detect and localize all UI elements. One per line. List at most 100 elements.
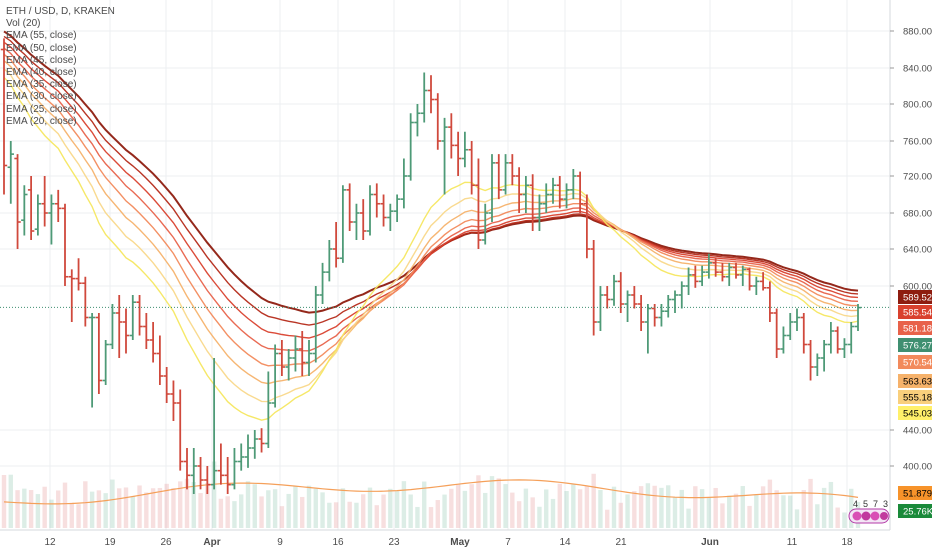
volume-bar bbox=[76, 504, 81, 528]
time-tick-label: 12 bbox=[44, 537, 56, 548]
volume-bar bbox=[618, 502, 623, 528]
volume-bar bbox=[760, 486, 766, 528]
volume-bar bbox=[713, 487, 718, 528]
volume-bar bbox=[218, 498, 224, 528]
volume-bar bbox=[245, 481, 251, 528]
price-label-box bbox=[898, 406, 932, 420]
price-tick-label: 800.00 bbox=[903, 100, 932, 111]
legend-ema-35[interactable]: EMA (35, close) bbox=[6, 79, 77, 91]
legend-vol[interactable]: Vol (20) bbox=[6, 18, 41, 30]
volume-bar bbox=[788, 495, 793, 528]
volume-bar bbox=[8, 474, 13, 528]
volume-bar bbox=[516, 501, 522, 528]
volume-ma-line bbox=[3, 479, 859, 505]
price-label-text: 576.27 bbox=[903, 341, 932, 352]
volume-bar bbox=[96, 490, 102, 528]
volume-bar bbox=[591, 473, 596, 528]
price-tick-label: 680.00 bbox=[903, 209, 932, 220]
chart-title[interactable]: ETH / USD, D, KRAKEN bbox=[6, 6, 115, 17]
price-label-box bbox=[898, 305, 932, 319]
volume-bar bbox=[103, 493, 108, 528]
rainbow-badge[interactable]: 4 5 7 3 bbox=[847, 499, 891, 527]
volume-bar bbox=[815, 504, 820, 528]
volume-bar bbox=[727, 495, 732, 528]
volume-bar bbox=[828, 481, 834, 528]
time-axis[interactable]: 12 19 26 Apr 9 16 23 May 7 14 21 Jun 11 18 bbox=[0, 529, 890, 548]
legend-ema-30[interactable]: EMA (30, close) bbox=[6, 91, 77, 103]
volume-bar bbox=[422, 481, 427, 528]
legend-ema-55[interactable]: EMA (55, close) bbox=[6, 30, 77, 42]
volume-bar bbox=[361, 494, 366, 528]
volume-bar bbox=[225, 496, 230, 528]
volume-bar bbox=[699, 489, 705, 528]
price-label-box bbox=[898, 290, 932, 304]
volume-bar bbox=[266, 490, 271, 528]
volume-bar bbox=[706, 497, 712, 528]
volume-bar bbox=[381, 494, 386, 528]
volume-bar bbox=[110, 479, 115, 528]
volume-bar bbox=[347, 501, 352, 528]
volume-bar bbox=[286, 493, 291, 528]
volume-bar bbox=[272, 489, 278, 528]
price-tick-label: 600.00 bbox=[903, 282, 932, 293]
volume-bar bbox=[544, 489, 549, 528]
volume-bar bbox=[686, 508, 691, 528]
volume-bar bbox=[35, 494, 41, 528]
ema-line-45 bbox=[3, 41, 859, 339]
volume-bar bbox=[367, 487, 373, 528]
volume-bar bbox=[550, 498, 556, 528]
price-tick-label: 400.00 bbox=[903, 462, 932, 473]
volume-bar bbox=[89, 491, 95, 528]
volume-bar bbox=[374, 505, 379, 528]
legend-ema-20[interactable]: EMA (20, close) bbox=[6, 115, 77, 127]
time-tick-label: 23 bbox=[388, 537, 400, 548]
volume-bar bbox=[679, 489, 684, 528]
volume-bar bbox=[184, 478, 190, 528]
volume-bar bbox=[388, 488, 393, 528]
volume-bar bbox=[137, 485, 142, 528]
rainbow-badge-icon bbox=[848, 508, 890, 524]
price-label-text: 25.76K bbox=[903, 507, 932, 518]
legend-ema-45[interactable]: EMA (45, close) bbox=[6, 54, 77, 66]
volume-bar bbox=[333, 502, 339, 528]
volume-bar bbox=[584, 486, 590, 528]
volume-bar bbox=[476, 475, 481, 528]
volume-bar bbox=[327, 502, 332, 528]
volume-bar bbox=[652, 485, 657, 528]
volume-bar bbox=[239, 494, 244, 528]
volume-bar bbox=[645, 483, 651, 528]
volume-bar bbox=[483, 492, 488, 528]
volume-bar bbox=[15, 490, 20, 528]
legend-ema-40[interactable]: EMA (40, close) bbox=[6, 67, 77, 79]
volume-bar bbox=[354, 502, 359, 528]
volume-bar bbox=[340, 488, 346, 528]
time-tick-label: 7 bbox=[505, 537, 511, 548]
price-axis[interactable]: 880.00 840.00 800.00 760.00 720.00 680.00 640.… bbox=[889, 0, 932, 530]
legend-ema-25[interactable]: EMA (25, close) bbox=[6, 103, 77, 115]
price-tick-label: 880.00 bbox=[903, 27, 932, 38]
volume-bar bbox=[821, 487, 827, 528]
price-label-text: 589.52 bbox=[903, 293, 932, 304]
volume-bar bbox=[747, 505, 752, 528]
legend-ema-50[interactable]: EMA (50, close) bbox=[6, 42, 77, 54]
volume-bar bbox=[469, 484, 474, 528]
price-tick-label: 640.00 bbox=[903, 245, 932, 256]
volume-bar bbox=[564, 491, 569, 528]
price-label-box bbox=[898, 390, 932, 404]
price-labels: 589.52 585.54 581.18 576.27 570.54 563.63 555.… bbox=[898, 290, 932, 518]
time-tick-label: Jun bbox=[701, 537, 719, 548]
grid-lines bbox=[0, 0, 890, 530]
volume-bar bbox=[733, 493, 739, 528]
volume-bar bbox=[625, 494, 630, 528]
volume-bar bbox=[720, 503, 725, 528]
volume-bar bbox=[794, 509, 800, 528]
volume-bar bbox=[611, 486, 617, 528]
volume-bar bbox=[293, 486, 298, 528]
price-label-box bbox=[898, 338, 932, 352]
time-tick-label: 26 bbox=[160, 537, 172, 548]
volume-ma-path bbox=[3, 479, 859, 505]
volume-bar bbox=[313, 488, 318, 528]
price-label-text: 555.18 bbox=[903, 393, 932, 404]
volume-bar bbox=[178, 481, 183, 528]
